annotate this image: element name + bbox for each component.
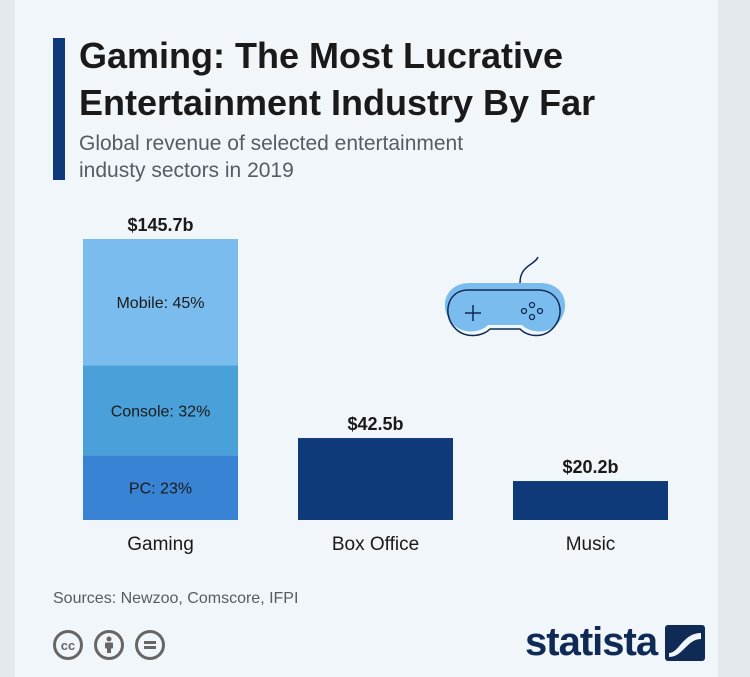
category-label: Box Office — [332, 534, 419, 555]
gamepad-cable — [519, 256, 539, 284]
bar-segment — [83, 239, 238, 366]
gamepad-button — [528, 313, 536, 321]
value-label: $145.7b — [127, 215, 193, 235]
attribution-icon[interactable] — [94, 630, 124, 660]
category-label: Gaming — [127, 534, 194, 555]
gamepad-body — [444, 283, 566, 332]
gamepad-dpad — [465, 305, 481, 321]
segment-label: PC: 23% — [129, 481, 192, 498]
gamepad-button — [528, 301, 536, 309]
bar — [298, 438, 453, 520]
bar-segment — [83, 455, 238, 520]
gamepad-button — [520, 307, 528, 315]
segment-label: Console: 32% — [111, 403, 211, 420]
cc-icon[interactable]: cc — [53, 630, 83, 660]
bar-segment — [83, 365, 238, 456]
license-icons: cc — [53, 630, 165, 660]
page-title: Gaming: The Most Lucrative Entertainment… — [79, 35, 596, 123]
bar — [513, 481, 668, 520]
value-label: $42.5b — [347, 414, 403, 434]
statista-logo[interactable]: statista — [525, 620, 706, 665]
statista-logo-icon — [665, 624, 706, 661]
chart-card: Gaming: The Most Lucrative Entertainment… — [15, 0, 718, 677]
sources-note: Sources: Newzoo, Comscore, IFPI — [53, 590, 299, 607]
gamepad-icon — [444, 256, 566, 337]
chart-subtitle: Global revenue of selected entertainment… — [79, 132, 464, 182]
gamepad-outline — [447, 289, 561, 337]
brand-name: statista — [525, 620, 658, 664]
no-derivatives-icon[interactable] — [135, 630, 165, 660]
value-label: $20.2b — [562, 457, 618, 477]
category-label: Music — [566, 534, 616, 555]
gamepad-button — [536, 307, 544, 315]
bar-chart: PC: 23% Console: 32% Mobile: 45% $145.7b Gam… — [83, 215, 668, 555]
segment-label: Mobile: 45% — [116, 295, 204, 312]
title-accent-bar — [53, 38, 65, 180]
